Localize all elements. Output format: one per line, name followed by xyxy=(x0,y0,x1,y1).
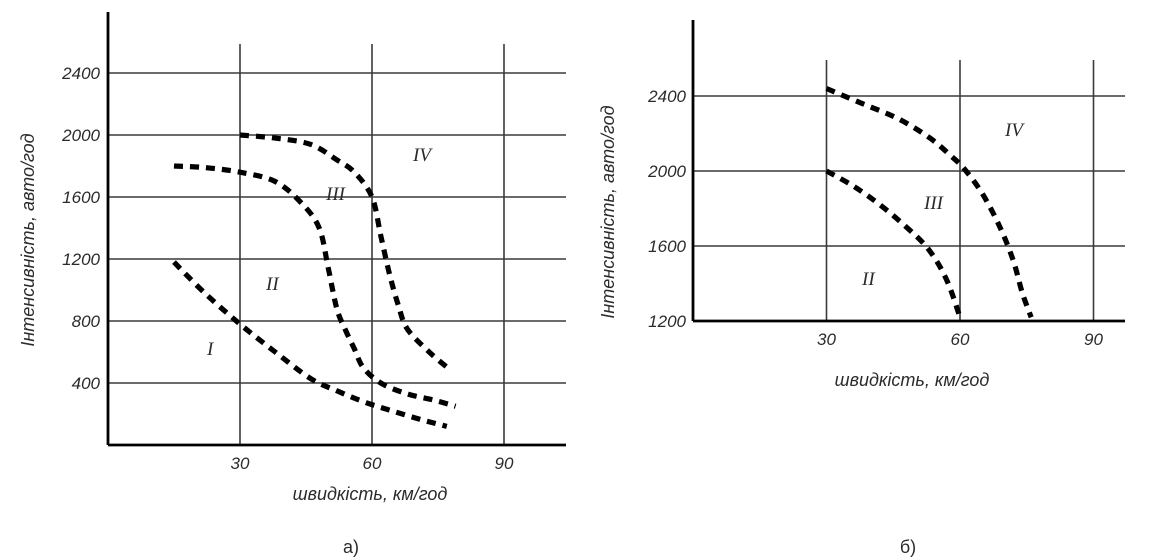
chart-b-x-tick-60: 60 xyxy=(951,330,970,349)
chart-a-region-label-i: I xyxy=(206,339,215,360)
chart-b-x-axis-label: швидкість, км/год xyxy=(835,370,990,390)
chart-a-y-tick-400: 400 xyxy=(72,374,101,393)
chart-a-y-tick-1200: 1200 xyxy=(62,250,100,269)
chart-b-y-tick-2400: 2400 xyxy=(647,87,686,106)
chart-a-x-tick-90: 90 xyxy=(495,454,514,473)
chart-a-region-label-iii: III xyxy=(325,184,347,205)
chart-a-series-curve-3 xyxy=(239,132,453,373)
chart-b: Інтенсивність, авто/год швидкість, км/го… xyxy=(598,20,1125,557)
chart-a-series-curve-1 xyxy=(172,260,448,429)
chart-b-region-label-iii: III xyxy=(923,193,945,214)
chart-a-region-label-ii: II xyxy=(265,274,280,295)
chart-b-region-label-ii: II xyxy=(861,269,876,290)
chart-a-y-axis-label: Інтенсивність, авто/год xyxy=(18,133,38,346)
chart-a-y-tick-2000: 2000 xyxy=(61,126,100,145)
chart-b-y-tick-1600: 1600 xyxy=(648,237,686,256)
chart-b-region-label-iv: IV xyxy=(1004,120,1025,141)
chart-a-caption: а) xyxy=(343,537,359,557)
chart-a-y-tick-800: 800 xyxy=(72,312,101,331)
chart-b-caption: б) xyxy=(900,537,916,557)
chart-b-y-tick-1200: 1200 xyxy=(648,312,686,331)
chart-a-x-axis-label: швидкість, км/год xyxy=(293,484,448,504)
chart-a-series-curve-2 xyxy=(173,163,457,409)
chart-b-series-curve-2 xyxy=(825,86,1034,319)
chart-b-x-tick-90: 90 xyxy=(1084,330,1103,349)
chart-a-x-tick-60: 60 xyxy=(363,454,382,473)
chart-a: Інтенсивність, авто/год швидкість, км/го… xyxy=(18,12,566,557)
chart-a-y-tick-2400: 2400 xyxy=(61,64,100,83)
chart-b-y-axis-label: Інтенсивність, авто/год xyxy=(598,105,618,318)
chart-a-region-label-iv: IV xyxy=(412,145,433,166)
chart-a-y-tick-1600: 1600 xyxy=(62,188,100,207)
chart-b-y-tick-2000: 2000 xyxy=(647,162,686,181)
chart-b-x-tick-30: 30 xyxy=(817,330,836,349)
chart-a-x-tick-30: 30 xyxy=(231,454,250,473)
chart-b-series-curve-1 xyxy=(825,168,963,319)
